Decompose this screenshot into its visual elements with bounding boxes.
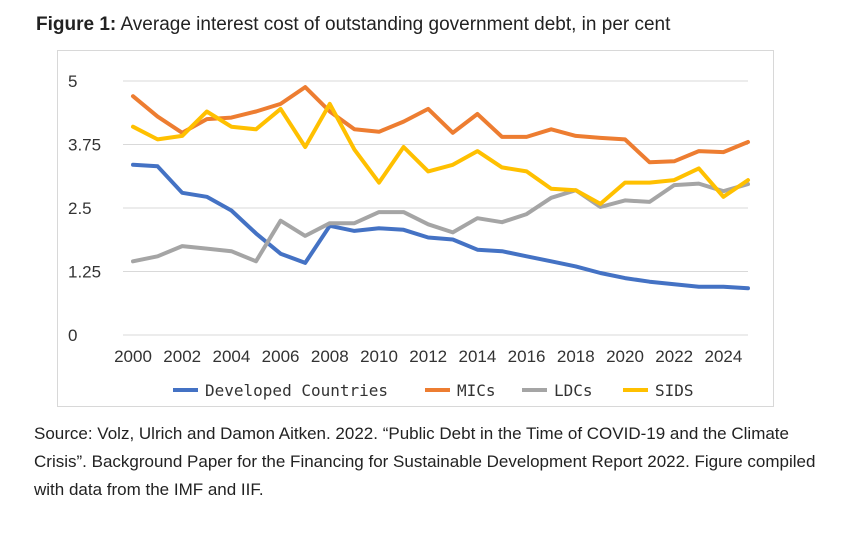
legend-label: Developed Countries — [205, 381, 388, 400]
legend-label: MICs — [457, 381, 496, 400]
x-tick-label: 2024 — [704, 347, 742, 366]
series-line-developed-countries — [131, 162, 750, 291]
series-line-mics — [131, 85, 750, 165]
x-tick-label: 2012 — [409, 347, 447, 366]
x-tick-label: 2002 — [163, 347, 201, 366]
y-tick-label: 5 — [68, 72, 77, 91]
x-tick-label: 2016 — [508, 347, 546, 366]
series-line-ldcs — [131, 181, 750, 264]
y-tick-label: 2.5 — [68, 199, 92, 218]
x-tick-label: 2008 — [311, 347, 349, 366]
legend-label: LDCs — [554, 381, 593, 400]
source-note: Source: Volz, Ulrich and Damon Aitken. 2… — [34, 424, 816, 499]
series-line-sids — [131, 101, 750, 206]
y-tick-label: 1.25 — [68, 263, 101, 282]
figure-label: Figure 1: — [36, 14, 117, 35]
y-tick-label: 0 — [68, 326, 77, 345]
x-tick-label: 2022 — [655, 347, 693, 366]
x-tick-label: 2006 — [262, 347, 300, 366]
line-chart: 0 1.25 2.5 3.75 5 2000 2002 2004 2006 2008 2010 201… — [68, 72, 750, 400]
x-tick-label: 2014 — [458, 347, 496, 366]
x-tick-label: 2010 — [360, 347, 398, 366]
x-tick-label: 2000 — [114, 347, 152, 366]
legend-label: SIDS — [655, 381, 694, 400]
x-tick-label: 2020 — [606, 347, 644, 366]
figure-title-text: Average interest cost of outstanding gov… — [116, 14, 671, 35]
y-tick-label: 3.75 — [68, 136, 101, 155]
chart-area: 0 1.25 2.5 3.75 5 2000 2002 2004 2006 2008 2010 201… — [57, 50, 774, 407]
figure-title: Figure 1: Average interest cost of outst… — [36, 14, 670, 36]
x-tick-label: 2018 — [557, 347, 595, 366]
x-tick-label: 2004 — [212, 347, 250, 366]
